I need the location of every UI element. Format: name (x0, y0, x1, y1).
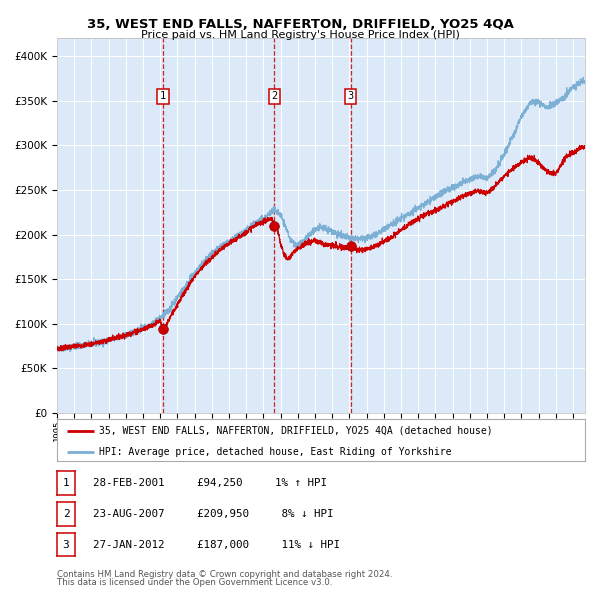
Text: 1: 1 (62, 478, 70, 488)
Text: 23-AUG-2007     £209,950     8% ↓ HPI: 23-AUG-2007 £209,950 8% ↓ HPI (93, 509, 334, 519)
Text: This data is licensed under the Open Government Licence v3.0.: This data is licensed under the Open Gov… (57, 578, 332, 587)
Text: 35, WEST END FALLS, NAFFERTON, DRIFFIELD, YO25 4QA (detached house): 35, WEST END FALLS, NAFFERTON, DRIFFIELD… (99, 426, 493, 436)
Text: 27-JAN-2012     £187,000     11% ↓ HPI: 27-JAN-2012 £187,000 11% ↓ HPI (93, 540, 340, 549)
Text: 3: 3 (62, 540, 70, 549)
Text: 3: 3 (347, 91, 354, 101)
Text: Price paid vs. HM Land Registry's House Price Index (HPI): Price paid vs. HM Land Registry's House … (140, 30, 460, 40)
Text: 28-FEB-2001     £94,250     1% ↑ HPI: 28-FEB-2001 £94,250 1% ↑ HPI (93, 478, 327, 488)
Text: 35, WEST END FALLS, NAFFERTON, DRIFFIELD, YO25 4QA: 35, WEST END FALLS, NAFFERTON, DRIFFIELD… (86, 18, 514, 31)
Text: 2: 2 (271, 91, 278, 101)
Text: Contains HM Land Registry data © Crown copyright and database right 2024.: Contains HM Land Registry data © Crown c… (57, 570, 392, 579)
Text: 1: 1 (160, 91, 166, 101)
Text: HPI: Average price, detached house, East Riding of Yorkshire: HPI: Average price, detached house, East… (99, 447, 452, 457)
Text: 2: 2 (62, 509, 70, 519)
